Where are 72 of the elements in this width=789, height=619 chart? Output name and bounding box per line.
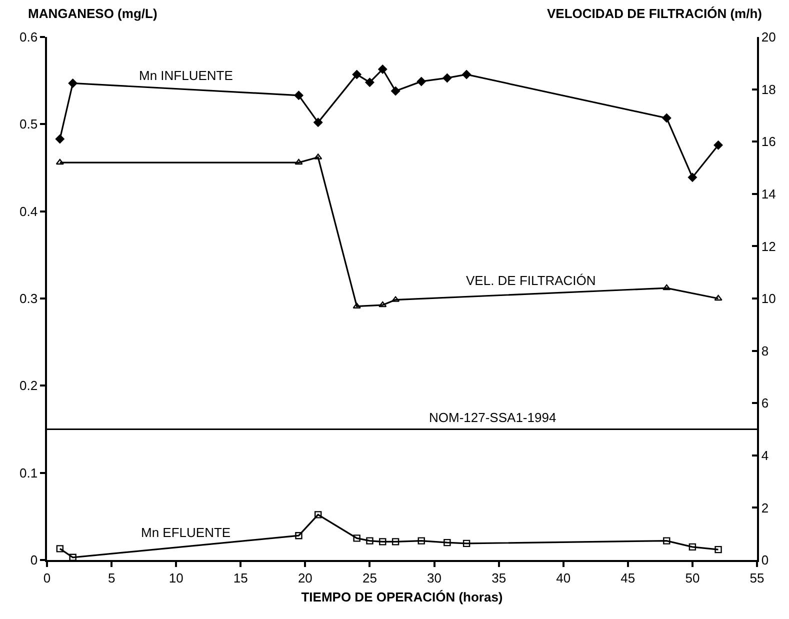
y-tick-label: 0.4: [20, 204, 38, 219]
y2-tick-label: 8: [761, 343, 769, 358]
point: [688, 543, 696, 551]
y-tick-label: 0.3: [20, 291, 38, 306]
point: [55, 134, 64, 144]
y-axis-title: MANGANESO (mg/L): [28, 6, 158, 21]
y-tick-label: 0.6: [20, 30, 38, 45]
point: [462, 540, 470, 548]
x-tick-label: 20: [298, 570, 312, 586]
point: [352, 70, 362, 79]
point: [378, 64, 388, 74]
point: [295, 532, 302, 540]
y-tick-label: 0.1: [20, 465, 38, 480]
y2-tick-label: 16: [761, 134, 776, 150]
point: [442, 73, 452, 82]
y2-tick-label: 18: [761, 82, 776, 97]
ref-line-label: NOM-127-SSA1-1994: [429, 410, 556, 425]
point: [392, 538, 400, 546]
point: [663, 537, 670, 544]
x-tick-label: 0: [43, 570, 51, 586]
x-tick-label: 45: [620, 570, 636, 586]
point: [444, 538, 451, 546]
point: [378, 301, 387, 308]
point: [418, 537, 425, 544]
y2-axis-title: VELOCIDAD DE FILTRACIÓN (m/h): [547, 6, 762, 21]
point: [314, 118, 323, 127]
y-tick-label: 0.2: [20, 378, 38, 394]
series-label: Mn EFLUENTE: [141, 525, 231, 540]
x-axis-title: TIEMPO DE OPERACIÓN (horas): [301, 590, 503, 604]
y2-tick-label: 20: [761, 30, 776, 45]
point: [462, 70, 472, 79]
point: [68, 78, 78, 88]
x-tick-label: 25: [362, 570, 377, 586]
point: [662, 284, 671, 290]
x-tick-label: 50: [685, 570, 700, 586]
point: [714, 546, 722, 554]
point: [662, 114, 672, 123]
series-label: Mn INFLUENTE: [139, 68, 234, 83]
y2-tick-label: 12: [761, 238, 776, 254]
x-tick-label: 15: [233, 570, 248, 586]
x-tick-label: 55: [750, 570, 764, 586]
x-tick-label: 35: [492, 570, 506, 586]
point: [416, 76, 426, 86]
point: [353, 534, 360, 542]
point: [366, 537, 374, 544]
point: [314, 511, 322, 518]
point: [352, 302, 361, 308]
y2-tick-label: 6: [761, 396, 769, 411]
y-tick-label: 0: [30, 552, 38, 568]
x-tick-label: 30: [427, 570, 442, 586]
y-tick-label: 0.5: [20, 116, 38, 132]
point: [294, 158, 303, 165]
x-tick-label: 5: [108, 570, 116, 586]
point: [379, 538, 386, 546]
point: [56, 158, 64, 165]
y2-tick-label: 2: [761, 500, 769, 516]
series-label: VEL. DE FILTRACIÓN: [466, 273, 596, 288]
y2-tick-label: 4: [761, 448, 769, 463]
point: [391, 86, 400, 96]
point: [314, 154, 322, 160]
y2-tick-label: 0: [761, 552, 769, 568]
point: [688, 172, 697, 182]
point: [714, 294, 722, 301]
y2-tick-label: 14: [761, 186, 776, 202]
y2-tick-label: 10: [761, 291, 776, 306]
point: [56, 545, 64, 552]
x-tick-label: 40: [556, 570, 571, 586]
point: [294, 90, 304, 100]
point: [69, 554, 76, 561]
x-tick-label: 10: [168, 570, 184, 586]
point: [714, 140, 723, 150]
point: [365, 78, 374, 87]
